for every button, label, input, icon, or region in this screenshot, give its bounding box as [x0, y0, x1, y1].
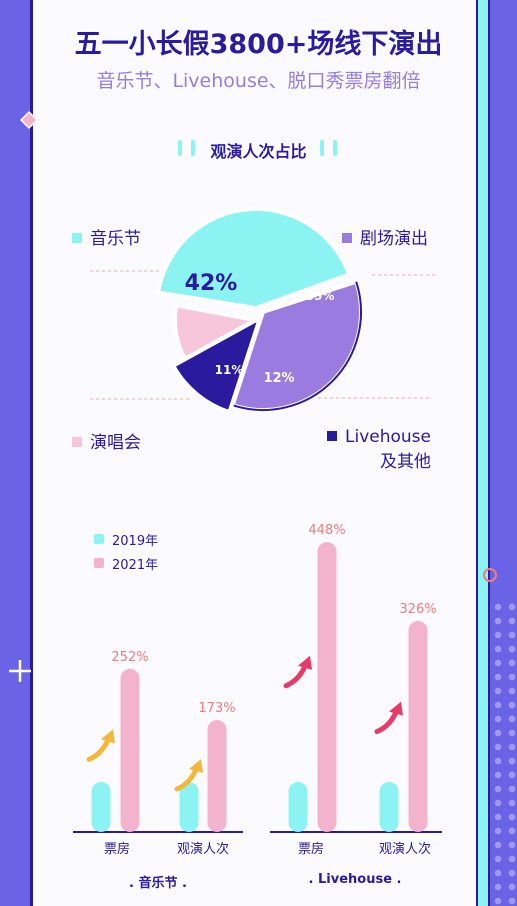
- sparkle-decoration: [9, 660, 31, 682]
- legend-label: 2019年: [112, 534, 159, 549]
- bar-category-label: 票房: [298, 841, 324, 857]
- legend-swatch: [94, 534, 104, 544]
- bar-2021: [120, 668, 140, 832]
- pie-section-title: 观演人次占比: [210, 142, 307, 161]
- bar-2021: [408, 620, 428, 832]
- page-title: 五一小长假3800+场线下演出: [74, 29, 443, 60]
- bar-2021: [317, 542, 337, 832]
- legend-label: 演唱会: [90, 433, 141, 453]
- legend-swatch: [94, 558, 104, 568]
- bar-category-label: 票房: [104, 841, 130, 857]
- decorative-side-band: [476, 0, 490, 906]
- pie-legend-livehouse: Livehouse 及其他: [326, 427, 431, 472]
- bar-legend-2021: 2021年: [94, 554, 158, 573]
- pie-value-label: 42%: [185, 271, 238, 296]
- pie-value-label: 35%: [306, 289, 335, 303]
- pie-legend-theater: 剧场演出: [342, 224, 428, 249]
- legend-swatch: [327, 431, 338, 441]
- title-tick-decoration: [191, 140, 195, 156]
- pie-slice: [155, 207, 352, 311]
- pie-legend-concert: 演唱会: [72, 428, 141, 453]
- bar-2019: [288, 782, 308, 832]
- bar-legend-2019: 2019年: [94, 530, 158, 549]
- pie-value-label: 12%: [263, 371, 294, 386]
- bar-2019: [379, 782, 399, 832]
- decorative-dot-pattern: [491, 600, 517, 906]
- bar-2021: [207, 720, 227, 832]
- title-tick-decoration: [320, 140, 324, 156]
- pie-legend-music-festival: 音乐节: [72, 224, 141, 249]
- pie-value-label: 11%: [215, 363, 244, 377]
- legend-label-line2: 及其他: [380, 452, 431, 472]
- pie-slice-outline: [232, 281, 362, 411]
- growth-arrow-head-icon: [298, 655, 312, 670]
- legend-swatch: [72, 233, 82, 243]
- bar-category-label: 观演人次: [177, 841, 229, 857]
- group-label-music-festival: . 音乐节 .: [129, 876, 187, 891]
- bar-category-label: 观演人次: [379, 841, 431, 857]
- bar-2019: [91, 782, 111, 832]
- bar-value-label: 252%: [111, 650, 148, 665]
- legend-label: Livehouse: [345, 427, 431, 447]
- bar-2019: [179, 782, 199, 832]
- growth-arrow-head-icon: [389, 701, 403, 716]
- pie-slice: [173, 302, 261, 362]
- legend-swatch: [72, 437, 82, 447]
- bar-value-label: 326%: [399, 602, 436, 617]
- growth-arrow-head-icon: [189, 759, 203, 774]
- ring-decoration: [483, 568, 497, 582]
- diamond-decoration: [19, 110, 39, 130]
- legend-label: 剧场演出: [360, 229, 428, 249]
- title-tick-decoration: [333, 140, 337, 156]
- page-subtitle: 音乐节、Livehouse、脱口秀票房翻倍: [96, 70, 421, 92]
- legend-swatch: [342, 233, 352, 243]
- legend-label: 2021年: [112, 558, 159, 573]
- bar-value-label: 173%: [198, 701, 235, 716]
- legend-label: 音乐节: [90, 229, 141, 249]
- pie-slice: [170, 313, 264, 415]
- title-tick-decoration: [178, 140, 182, 156]
- growth-arrow-head-icon: [101, 729, 115, 744]
- bar-value-label: 448%: [308, 523, 345, 538]
- content-panel: [30, 0, 476, 906]
- group-label-livehouse: . Livehouse .: [308, 872, 402, 887]
